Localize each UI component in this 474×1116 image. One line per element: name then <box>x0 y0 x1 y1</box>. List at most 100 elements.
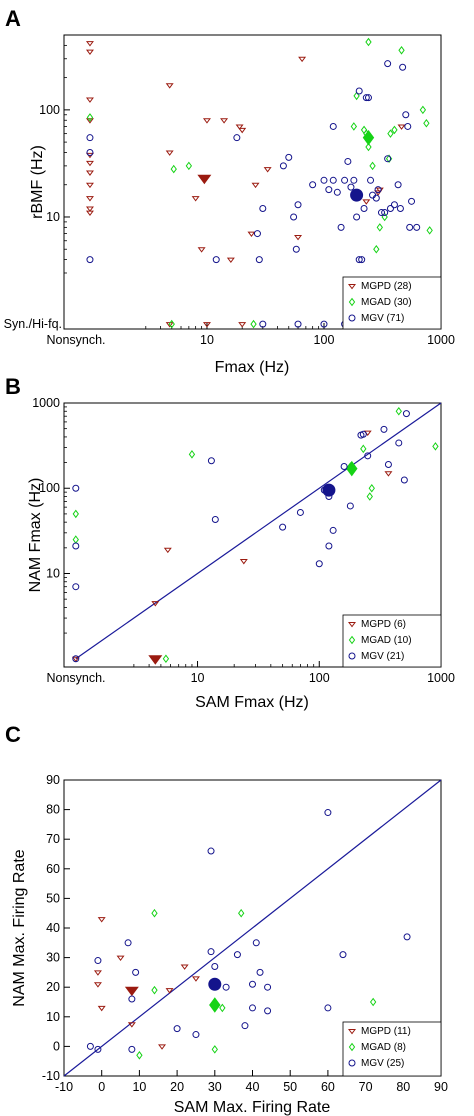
legend-mgad-label: MGAD (8) <box>361 1042 406 1053</box>
mgad-point <box>170 164 177 174</box>
mgv-point <box>279 523 287 531</box>
y-tick-label: 10 <box>46 566 60 580</box>
mgv-point <box>128 995 136 1003</box>
legend-mgv-label: MGV (21) <box>361 651 404 662</box>
mgad-point <box>168 319 175 329</box>
mgpd-point <box>97 917 106 923</box>
legend-mgpd-label: MGPD (11) <box>361 1026 411 1037</box>
mgad-point <box>72 535 79 544</box>
panel-b-x-axis-label: SAM Fmax (Hz) <box>195 694 309 711</box>
mgv-point <box>390 201 398 209</box>
mgv-point <box>279 162 287 170</box>
x-tick-label: 40 <box>246 1080 260 1094</box>
mgpd-point <box>127 1022 136 1028</box>
mgpd-point <box>165 988 174 994</box>
panel-b: B SAM Fmax (Hz) NAM Fmax (Hz) 10 100 1000 1… <box>5 374 455 711</box>
mgv-point <box>290 213 298 221</box>
mgv-point <box>404 122 412 130</box>
mgv-point <box>374 186 382 194</box>
mgv-point <box>367 176 375 184</box>
mgv-point <box>339 951 347 959</box>
panel-b-y-axis-label: NAM Fmax (Hz) <box>27 478 44 593</box>
mgad-point <box>250 319 257 329</box>
mgv-point <box>346 502 354 510</box>
legend-mgad-label: MGAD (30) <box>361 297 412 308</box>
mgv-point <box>362 94 370 102</box>
legend-mgpd-marker <box>348 622 356 628</box>
mgpd-point <box>238 127 247 134</box>
mgv-point <box>355 87 363 95</box>
mgad-mean-marker <box>362 129 375 146</box>
mgpd-point <box>226 257 235 264</box>
mgpd-point <box>85 210 94 216</box>
mgpd-point <box>191 196 200 202</box>
mgv-point <box>320 176 328 184</box>
mgv-point <box>344 157 352 165</box>
mgv-point <box>72 484 80 492</box>
mgv-point <box>72 583 80 591</box>
panel-a-label: A <box>5 6 21 31</box>
mgv-point <box>377 209 385 217</box>
y-tick-label: 20 <box>46 980 60 994</box>
mgv-mean-marker <box>322 483 336 497</box>
legend-mgv-label: MGV (25) <box>361 1058 404 1069</box>
y-tick-label: 30 <box>46 951 60 965</box>
mgad-point <box>398 45 405 55</box>
mgpd-point <box>85 206 94 212</box>
x-tick-label: 100 <box>309 671 330 685</box>
legend-mgv-marker <box>348 652 356 660</box>
mgv-point <box>359 430 367 438</box>
mgv-point <box>222 983 230 991</box>
mgv-point <box>252 939 260 947</box>
legend-mgpd-label: MGPD (28) <box>361 281 412 292</box>
mgv-point <box>296 508 304 516</box>
legend-mgv-marker <box>348 1059 356 1067</box>
mgv-point <box>329 122 337 130</box>
mgv-point <box>400 476 408 484</box>
mgad-point <box>366 492 373 501</box>
mgv-point <box>329 526 337 534</box>
mgpd-point <box>85 182 94 189</box>
mgpd-point <box>294 235 303 241</box>
mgv-point <box>259 320 267 328</box>
legend-mgpd-label: MGPD (6) <box>361 619 406 630</box>
mgv-point <box>233 951 241 959</box>
mgpd-point <box>165 150 174 156</box>
mgpd-point <box>163 547 172 554</box>
mgv-point <box>86 148 94 156</box>
x-tick-label: 10 <box>200 333 214 347</box>
mgpd-mean-marker <box>124 986 139 997</box>
mgv-point <box>192 1031 200 1039</box>
mgpd-point <box>151 601 160 607</box>
mgv-point <box>72 542 80 550</box>
y-tick-label: 90 <box>46 773 60 787</box>
mgpd-point <box>93 970 102 976</box>
mgpd-point <box>165 83 174 89</box>
mgv-point <box>325 542 333 550</box>
x-tick-label: 20 <box>170 1080 184 1094</box>
mgv-point <box>347 183 355 191</box>
x-tick-label: 1000 <box>427 333 455 347</box>
identity-line <box>63 779 442 1077</box>
mgpd-point <box>220 118 229 124</box>
mgv-mean-marker <box>208 977 222 991</box>
legend-mgad-marker <box>348 635 356 645</box>
mgv-point <box>211 515 219 523</box>
x-special-tick-label: Nonsynch. <box>46 671 105 685</box>
mgv-point <box>212 256 220 264</box>
mgad-point <box>360 125 368 135</box>
legend-mgv-marker <box>348 314 356 322</box>
mgpd-point <box>235 124 244 130</box>
mgv-point <box>315 560 323 568</box>
mgv-point <box>264 983 272 991</box>
mgv-point <box>402 410 410 418</box>
mgv-point <box>358 256 366 264</box>
legend-mgv-label: MGV (71) <box>361 313 404 324</box>
mgpd-point <box>85 97 94 103</box>
mgad-point <box>365 142 372 152</box>
mgv-point <box>207 457 215 465</box>
mgv-point <box>294 201 302 209</box>
mgv-point <box>211 962 219 970</box>
mgpd-point <box>263 167 272 173</box>
x-tick-label: 50 <box>283 1080 297 1094</box>
